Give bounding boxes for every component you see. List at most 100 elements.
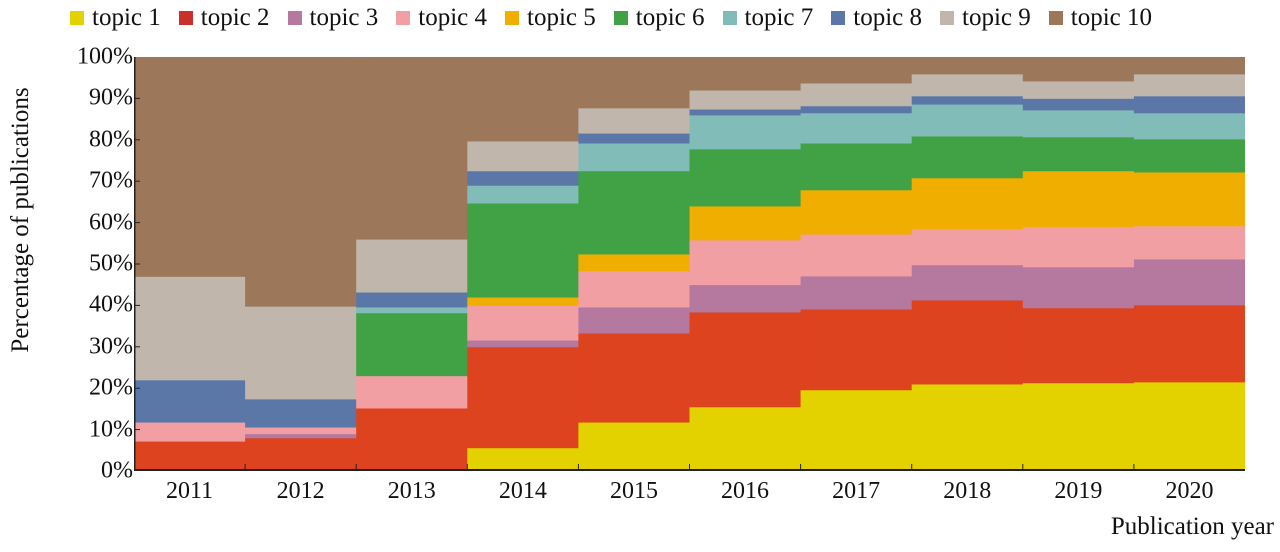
y-tick-label: 100% (77, 43, 133, 70)
bar-segment-2014-topic-6 (467, 203, 579, 298)
bar-segment-2014-topic-2 (467, 346, 579, 449)
bar-segment-2011-topic-2 (134, 441, 246, 471)
y-tick-label: 80% (89, 126, 133, 153)
bar-segment-2016-topic-1 (689, 406, 802, 471)
bar-segment-2012-topic-9 (245, 306, 357, 400)
bar-segment-2012-topic-3 (245, 433, 357, 439)
bar-segment-2017-topic-4 (800, 234, 913, 277)
legend-item-topic-1: topic 1 (70, 4, 161, 32)
bar-segment-2018-topic-4 (911, 228, 1024, 266)
bar-segment-2018-topic-5 (911, 177, 1024, 230)
bar-segment-2013-topic-9 (356, 239, 468, 293)
bar-segment-2019-topic-10 (1022, 57, 1135, 82)
bar-segment-2015-topic-9 (578, 107, 691, 134)
legend-label: topic 6 (635, 4, 705, 31)
bar-segment-2013-topic-10 (356, 57, 468, 240)
x-axis-label: Publication year (1110, 513, 1274, 540)
bar-segment-2016-topic-8 (689, 109, 802, 116)
bar-segment-2014-topic-9 (467, 141, 579, 172)
bar-segment-2015-topic-10 (578, 57, 691, 109)
bar-segment-2015-topic-6 (578, 170, 691, 255)
legend-label: topic 3 (309, 4, 379, 31)
bar-segment-2016-topic-10 (689, 57, 802, 91)
bar-segment-2020-topic-7 (1133, 112, 1245, 140)
bar-segment-2016-topic-9 (689, 90, 802, 110)
bar-segment-2011-topic-4 (134, 422, 246, 442)
x-tick-label: 2013 (387, 478, 436, 504)
bar-segment-2020-topic-8 (1133, 95, 1245, 114)
bar-segment-2012-topic-4 (245, 427, 357, 435)
bar-segment-2015-topic-5 (578, 254, 691, 272)
bar-segment-2018-topic-3 (911, 264, 1024, 301)
bar-segment-2013-topic-6 (356, 312, 468, 377)
legend-item-topic-3: topic 3 (287, 4, 379, 32)
bar-segment-2011-topic-8 (134, 379, 246, 423)
legend-label: topic 1 (92, 4, 161, 31)
legend-label: topic 10 (1070, 4, 1152, 31)
y-tick-label: 70% (89, 167, 133, 194)
bar-segment-2014-topic-3 (467, 340, 579, 348)
x-tick-label: 2012 (276, 478, 325, 504)
bar-segment-2018-topic-1 (911, 384, 1024, 471)
y-tick-label: 40% (89, 291, 133, 318)
plot-area (134, 57, 1245, 471)
bar-segment-2014-topic-4 (467, 305, 579, 341)
legend-swatch-icon (831, 11, 846, 25)
bar-segment-2017-topic-5 (800, 189, 913, 235)
bar-segment-2018-topic-8 (911, 95, 1024, 105)
legend-swatch-icon (613, 11, 628, 25)
x-tick-label: 2011 (165, 478, 214, 504)
bar-segment-2017-topic-8 (800, 105, 913, 114)
bar-segment-2018-topic-10 (911, 57, 1024, 75)
bar-segment-2016-topic-5 (689, 206, 802, 241)
x-axis-ticks: 2011 2012 2013 2014 2015 2016 2017 2018 2019 2020 (134, 478, 1245, 514)
bar-segment-2017-topic-6 (800, 143, 913, 191)
bar-segment-2016-topic-2 (689, 312, 802, 408)
bar-segment-2015-topic-2 (578, 333, 691, 423)
legend-item-topic-8: topic 8 (831, 4, 922, 32)
legend-item-topic-4: topic 4 (396, 4, 487, 32)
bar-segment-2020-topic-6 (1133, 138, 1245, 173)
y-tick-label: 30% (89, 333, 133, 360)
bar-segment-2018-topic-7 (911, 104, 1024, 137)
chart-legend: topic 1 topic 2 topic 3 topic 4 topic 5 topic… (70, 2, 1280, 34)
legend-swatch-icon (396, 11, 411, 25)
bar-segment-2013-topic-7 (356, 307, 468, 314)
y-tick-label: 50% (89, 250, 133, 277)
y-axis-title: Percentage of publications (7, 87, 34, 353)
legend-label: topic 9 (962, 4, 1031, 31)
bar-segment-2014-topic-7 (467, 185, 579, 204)
x-tick-label: 2014 (498, 478, 547, 504)
bar-segment-2018-topic-2 (911, 300, 1024, 385)
bar-segment-2016-topic-4 (689, 239, 802, 286)
bar-segment-2015-topic-1 (578, 422, 691, 471)
y-axis-label: Percentage of publications (4, 60, 38, 380)
legend-swatch-icon (178, 11, 193, 25)
bar-segment-2016-topic-7 (689, 114, 802, 150)
legend-label: topic 5 (527, 4, 596, 31)
bar-segment-2018-topic-9 (911, 73, 1024, 97)
bar-segment-2019-topic-8 (1022, 98, 1135, 111)
y-tick-label: 0% (101, 457, 133, 484)
legend-item-topic-5: topic 5 (505, 4, 596, 32)
bar-segment-2012-topic-8 (245, 398, 357, 428)
legend-item-topic-10: topic 10 (1048, 4, 1152, 32)
bar-segment-2013-topic-4 (356, 375, 468, 409)
y-tick-label: 20% (89, 374, 133, 401)
bar-segment-2015-topic-8 (578, 133, 691, 144)
bar-segment-2019-topic-6 (1022, 136, 1135, 172)
bar-segment-2014-topic-10 (467, 57, 579, 142)
y-tick-label: 90% (89, 84, 133, 111)
x-tick-label: 2019 (1054, 478, 1103, 504)
legend-item-topic-2: topic 2 (178, 4, 270, 32)
legend-item-topic-7: topic 7 (722, 4, 813, 32)
legend-swatch-icon (70, 11, 84, 25)
bar-segment-2014-topic-8 (467, 170, 579, 186)
legend-swatch-icon (287, 11, 302, 25)
bar-segment-2019-topic-5 (1022, 170, 1135, 228)
bar-segment-2019-topic-1 (1022, 382, 1135, 471)
bar-segment-2013-topic-8 (356, 292, 468, 308)
x-tick-label: 2015 (609, 478, 658, 504)
bar-segment-2017-topic-3 (800, 276, 913, 310)
x-tick-label: 2020 (1165, 478, 1214, 504)
